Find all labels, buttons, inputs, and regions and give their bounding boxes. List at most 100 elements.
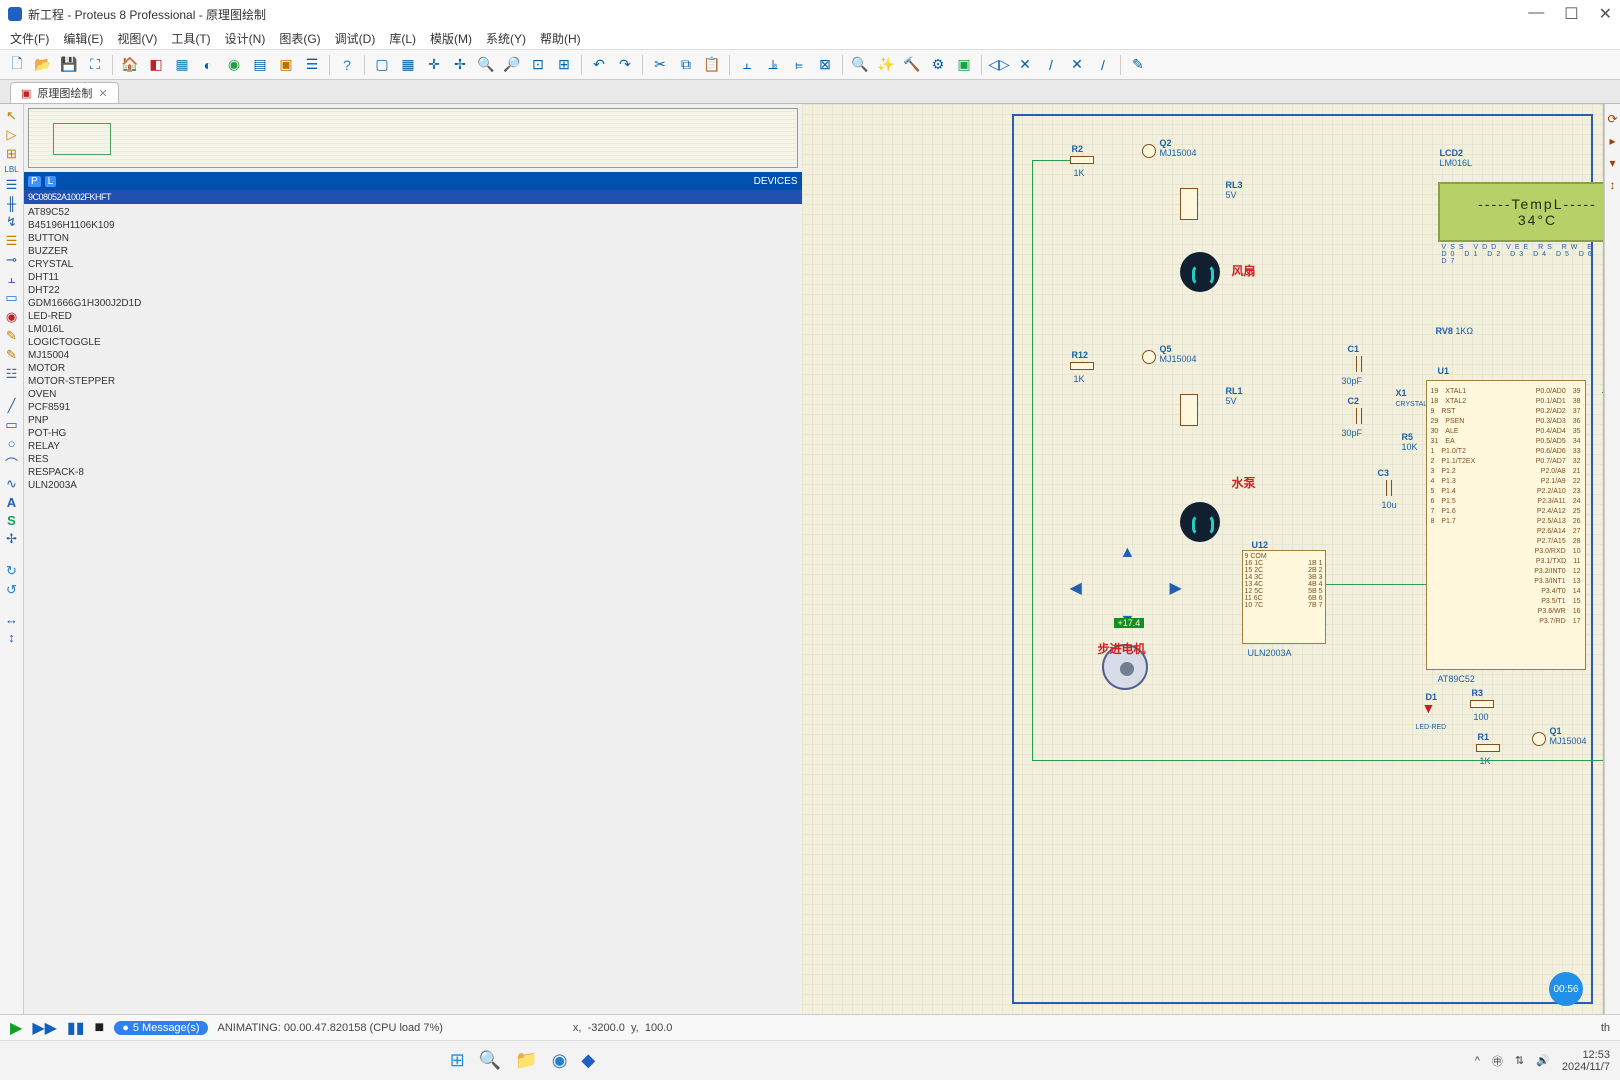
device-item[interactable]: MOTOR [28,362,798,375]
open-icon[interactable]: 📂 [32,54,54,76]
align-l-icon[interactable]: ⫠ [736,54,758,76]
stop-button[interactable]: ■ [95,1019,105,1037]
more1-icon[interactable]: ✕ [1066,54,1088,76]
device-item[interactable]: DHT22 [28,284,798,297]
device-item[interactable]: LED-RED [28,310,798,323]
recorder-icon[interactable]: ▭ [5,290,17,306]
rail-icon[interactable]: ▸ [1609,134,1615,148]
box-2d-icon[interactable]: ▭ [5,417,17,433]
menu-help[interactable]: 帮助(H) [540,30,581,47]
device-item[interactable]: CRYSTAL [28,258,798,271]
rail-icon[interactable]: ↕ [1610,178,1616,192]
device-item[interactable]: LM016L [28,323,798,336]
copy-icon[interactable]: ⧉ [675,54,697,76]
flip-h-icon[interactable]: ↔ [5,612,18,627]
mcu-at89c52[interactable]: 19 XTAL118 XTAL29 RST29 PSEN30 ALE31 EA1… [1426,380,1586,670]
menu-sys[interactable]: 系统(Y) [486,30,526,47]
graph-icon[interactable]: ⫠ [8,271,16,287]
mirror-h-icon[interactable]: ◁▷ [988,54,1010,76]
code-icon[interactable]: ▣ [275,54,297,76]
help-icon[interactable]: ? [336,54,358,76]
close-icon[interactable]: ⛶ [84,54,106,76]
device-item[interactable]: AT89C52 [28,206,798,219]
instr-icon[interactable]: ☳ [6,366,18,382]
device-list[interactable]: AT89C52B45196H1106K109BUTTONBUZZERCRYSTA… [24,204,802,1014]
zoomall-icon[interactable]: ⊡ [527,54,549,76]
schematic-canvas[interactable]: R2 1K Q2MJ15004 RL35V 风扇 R12 1K Q5MJ1500… [802,104,1605,1014]
pointer-icon[interactable]: ↖ [6,108,17,124]
device-item[interactable]: ULN2003A [28,479,798,492]
new-icon[interactable]: 🗋 [6,54,28,76]
device-item[interactable]: GDM1666G1H300J2D1D [28,297,798,310]
grid-icon[interactable]: ▦ [397,54,419,76]
rail-icon[interactable]: ▾ [1609,156,1615,170]
gerber-icon[interactable]: ◉ [223,54,245,76]
pkg-icon[interactable]: ▣ [953,54,975,76]
more2-icon[interactable]: / [1092,54,1114,76]
pump-motor[interactable] [1180,502,1220,542]
clock-time[interactable]: 12:53 [1562,1049,1610,1061]
snap-icon[interactable]: ✛ [423,54,445,76]
terminal-icon[interactable]: ☰ [6,233,18,249]
pin-icon[interactable]: ⊸ [6,252,17,268]
messages-pill[interactable]: ●5 Message(s) [114,1021,207,1035]
cross-icon[interactable]: ✕ [1014,54,1036,76]
align-t-icon[interactable]: ⫢ [788,54,810,76]
clock-date[interactable]: 2024/11/7 [1562,1061,1610,1073]
arc-2d-icon[interactable]: ⌒ [5,454,18,473]
menu-tools[interactable]: 工具(T) [171,30,210,47]
proteus-icon[interactable]: ◆ [581,1050,595,1071]
save-icon[interactable]: 💾 [58,54,80,76]
line-2d-icon[interactable]: ╱ [8,398,16,414]
probe-v-icon[interactable]: ✎ [6,347,17,363]
home-icon[interactable]: 🏠 [119,54,141,76]
device-item[interactable]: MOTOR-STEPPER [28,375,798,388]
menu-view[interactable]: 视图(V) [117,30,157,47]
pick-devices-btn[interactable]: P [28,176,41,187]
center-icon[interactable]: ✢ [449,54,471,76]
menu-graph[interactable]: 图表(G) [279,30,320,47]
hammer-icon[interactable]: 🔨 [901,54,923,76]
minimize-button[interactable]: — [1528,4,1544,24]
menu-file[interactable]: 文件(F) [10,30,49,47]
device-item[interactable]: PCF8591 [28,401,798,414]
device-item[interactable]: RELAY [28,440,798,453]
menu-tmpl[interactable]: 模版(M) [430,30,472,47]
menu-edit[interactable]: 编辑(E) [63,30,103,47]
origin-icon[interactable]: ✢ [6,531,17,547]
menu-debug[interactable]: 调试(D) [335,30,376,47]
wifi-icon[interactable]: ⇅ [1515,1054,1524,1067]
circle-2d-icon[interactable]: ○ [8,436,16,451]
device-item[interactable]: BUTTON [28,232,798,245]
menu-design[interactable]: 设计(N) [225,30,266,47]
zoomout-icon[interactable]: 🔎 [501,54,523,76]
bom-icon[interactable]: ▤ [249,54,271,76]
cut-icon[interactable]: ✂ [649,54,671,76]
uln-chip[interactable]: 9 COM 16 1C1B 115 2C2B 214 3C3B 313 4C4B… [1242,550,1326,644]
text-a-icon[interactable]: A [7,495,16,510]
device-item[interactable]: PNP [28,414,798,427]
device-item[interactable]: MJ15004 [28,349,798,362]
component-icon[interactable]: ▷ [7,127,17,143]
lang-icon[interactable]: ㊥ [1492,1053,1503,1069]
maximize-button[interactable]: ☐ [1564,4,1578,24]
flip-v-icon[interactable]: ↕ [8,630,15,645]
menu-lib[interactable]: 库(L) [389,30,416,47]
subckt-icon[interactable]: ↯ [6,214,17,230]
explorer-icon[interactable]: 📁 [515,1050,537,1071]
device-item[interactable]: B45196H1106K109 [28,219,798,232]
paste-icon[interactable]: 📋 [701,54,723,76]
delete-icon[interactable]: ⊠ [814,54,836,76]
3d-icon[interactable]: ◐ [197,54,219,76]
device-item[interactable]: OVEN [28,388,798,401]
tray-up-icon[interactable]: ^ [1475,1055,1480,1067]
sound-icon[interactable]: 🔊 [1536,1054,1550,1067]
device-item[interactable]: LOGICTOGGLE [28,336,798,349]
bus-icon[interactable]: ╫ [7,196,16,211]
navigator-preview[interactable] [28,108,798,168]
device-item[interactable]: BUZZER [28,245,798,258]
search-tb-icon[interactable]: 🔍 [479,1050,501,1071]
rail-icon[interactable]: ⟳ [1607,112,1617,126]
redo-icon[interactable]: ↷ [614,54,636,76]
tab-close-icon[interactable]: ✕ [98,87,107,100]
